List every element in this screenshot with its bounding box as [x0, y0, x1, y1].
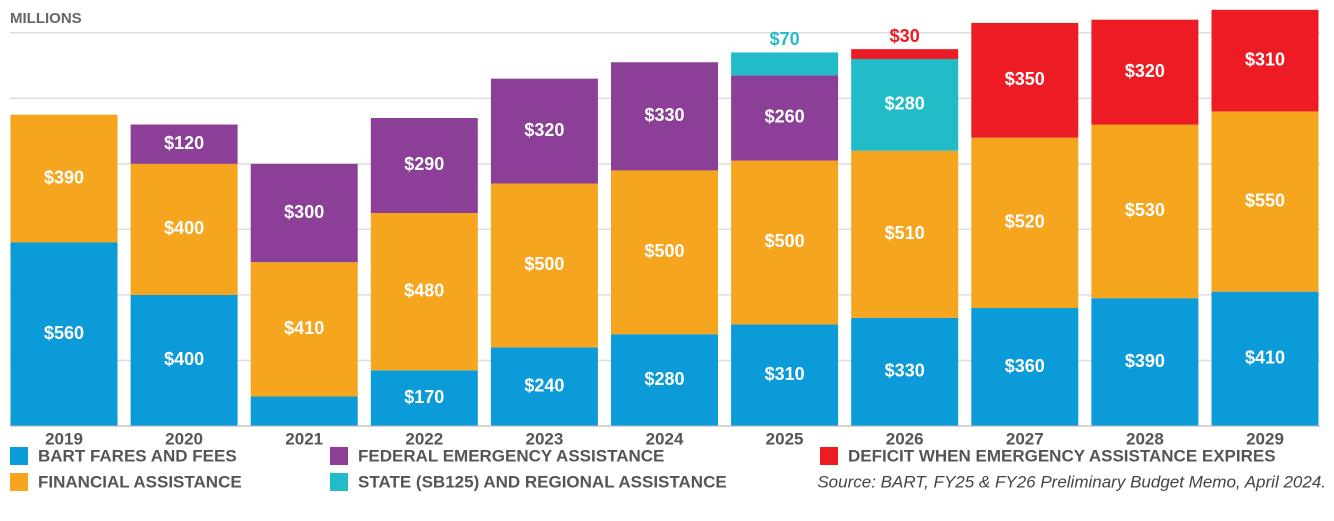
- value-label: $400: [164, 218, 204, 238]
- bar-segment: [971, 137, 1079, 309]
- value-label: $310: [1245, 49, 1285, 69]
- bar-segment: [370, 370, 478, 426]
- bar-segment: [130, 163, 238, 295]
- legend-swatch: [10, 473, 28, 491]
- value-label: $260: [765, 107, 805, 127]
- bar-segment: [611, 62, 718, 171]
- bar-segment: [731, 75, 839, 161]
- bar-segment: [611, 170, 718, 335]
- bar-segment: [250, 262, 358, 397]
- x-tick-label: 2022: [405, 429, 443, 448]
- bar-segment: [1091, 298, 1199, 426]
- value-label: $240: [524, 375, 564, 395]
- value-label: $280: [644, 369, 684, 389]
- legend-swatch: [10, 447, 28, 465]
- value-label: $500: [765, 231, 805, 251]
- x-tick-label: 2027: [1006, 429, 1044, 448]
- value-label: $410: [284, 318, 324, 338]
- x-tick-label: 2019: [45, 429, 83, 448]
- value-label: $550: [1245, 190, 1285, 210]
- bar-segment: [250, 396, 358, 426]
- bar-segment: [731, 324, 839, 426]
- value-label: $330: [885, 361, 925, 381]
- value-label: $530: [1125, 200, 1165, 220]
- value-label: $520: [1005, 212, 1045, 232]
- bar-segment: [731, 52, 839, 76]
- value-label: $480: [404, 280, 444, 300]
- bar-segment: [490, 347, 598, 426]
- x-tick-label: 2020: [165, 429, 203, 448]
- x-tick-label: 2029: [1246, 429, 1284, 448]
- bar-segment: [731, 160, 839, 325]
- x-tick-label: 2024: [646, 429, 684, 448]
- value-label: $290: [404, 154, 444, 174]
- bar-segment: [1211, 291, 1319, 426]
- x-tick-label: 2028: [1126, 429, 1164, 448]
- bar-segment: [490, 183, 598, 348]
- value-label: $70: [770, 29, 800, 49]
- bar-segment: [851, 317, 959, 426]
- value-label: $310: [765, 364, 805, 384]
- x-tick-label: 2023: [525, 429, 563, 448]
- value-label: $170: [404, 387, 444, 407]
- bar-segment: [10, 242, 118, 426]
- value-label: $350: [1005, 69, 1045, 89]
- bar-segment: [370, 213, 478, 371]
- value-label: $400: [164, 349, 204, 369]
- value-label: $510: [885, 223, 925, 243]
- value-label: $360: [1005, 356, 1045, 376]
- value-label: $390: [44, 167, 84, 187]
- value-label: $320: [524, 120, 564, 140]
- bar-segment: [851, 49, 959, 59]
- bar-segment: [1091, 124, 1199, 299]
- x-tick-label: 2026: [886, 429, 924, 448]
- bar-segment: [250, 163, 358, 263]
- value-label: $300: [284, 202, 324, 222]
- value-label: $500: [524, 254, 564, 274]
- legend-swatch: [330, 447, 348, 465]
- legend-label: BART FARES AND FEES: [38, 446, 237, 465]
- bar-segment: [10, 114, 118, 243]
- bar-segment: [611, 334, 718, 426]
- legend-label: FINANCIAL ASSISTANCE: [38, 472, 242, 491]
- bar-segment: [490, 78, 598, 184]
- bar-segment: [971, 308, 1079, 426]
- value-label: $120: [164, 133, 204, 153]
- value-label: $500: [644, 241, 684, 261]
- y-axis-label: MILLIONS: [10, 10, 82, 27]
- bar-segment: [1211, 9, 1319, 112]
- bar-segment: [851, 150, 959, 318]
- value-label: $320: [1125, 61, 1165, 81]
- legend-label: DEFICIT WHEN EMERGENCY ASSISTANCE EXPIRE…: [848, 446, 1276, 465]
- value-label: $330: [644, 105, 684, 125]
- bar-segment: [130, 124, 238, 164]
- bar-segment: [1091, 19, 1199, 125]
- legend-swatch: [330, 473, 348, 491]
- bar-segment: [130, 294, 238, 426]
- value-label: $30: [890, 26, 920, 46]
- source-note: Source: BART, FY25 & FY26 Preliminary Bu…: [817, 472, 1326, 491]
- legend-label: FEDERAL EMERGENCY ASSISTANCE: [358, 446, 664, 465]
- bar-segment: [370, 117, 478, 213]
- bar-segment: [1211, 111, 1319, 292]
- bar-segment: [971, 22, 1079, 138]
- legend-label: STATE (SB125) AND REGIONAL ASSISTANCE: [358, 472, 727, 491]
- value-label: $560: [44, 323, 84, 343]
- value-label: $410: [1245, 348, 1285, 368]
- x-tick-label: 2025: [766, 429, 804, 448]
- x-tick-label: 2021: [285, 429, 323, 448]
- bar-segment: [851, 58, 959, 151]
- value-label: $280: [885, 94, 925, 114]
- legend-swatch: [820, 447, 838, 465]
- value-label: $390: [1125, 351, 1165, 371]
